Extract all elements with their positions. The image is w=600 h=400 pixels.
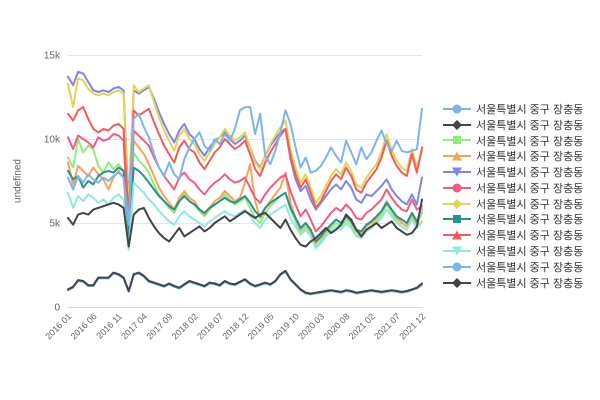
legend-item[interactable]: 서울특별시 중구 장충동 [443, 117, 600, 133]
legend-item[interactable]: 서울특별시 중구 장충동 [443, 164, 600, 180]
triangle-down-marker-icon [443, 246, 471, 256]
legend-item[interactable]: 서울특별시 중구 장충동 [443, 180, 600, 196]
y-tick-label: 5k [49, 219, 61, 230]
series-line-2[interactable] [67, 269, 423, 295]
legend-item[interactable]: 서울특별시 중구 장충동 [443, 275, 600, 291]
legend-item[interactable]: 서울특별시 중구 장충동 [443, 227, 600, 243]
legend-item[interactable]: 서울특별시 중구 장충동 [443, 133, 600, 149]
x-tick-label: 2018 12 [220, 311, 250, 341]
diamond-marker-icon [443, 198, 471, 209]
legend-label: 서울특별시 중구 장충동 [476, 261, 584, 274]
legend-item[interactable]: 서울특별시 중구 장충동 [443, 259, 600, 275]
series-line-10[interactable] [67, 181, 423, 251]
x-tick-label: 2018 07 [195, 311, 225, 341]
legend-item[interactable]: 서울특별시 중구 장충동 [443, 212, 600, 228]
x-tick-label: 2019 10 [271, 311, 301, 341]
x-tick-label: 2021 02 [347, 311, 377, 341]
circle-marker-icon [443, 104, 471, 114]
triangle-marker-icon [443, 230, 471, 240]
legend-item[interactable]: 서울특별시 중구 장충동 [443, 243, 600, 259]
y-tick-label: 15k [44, 51, 61, 62]
x-tick-label: 2016 11 [94, 311, 124, 341]
y-tick-label: 0 [54, 303, 60, 314]
legend-label: 서울특별시 중구 장충동 [476, 214, 584, 227]
legend: 서울특별시 중구 장충동 서울특별시 중구 장충동 서울특별시 중구 장충동 서울특별… [443, 101, 600, 291]
y-axis-title: undefined [12, 159, 24, 203]
triangle-down-marker-icon [443, 167, 471, 177]
legend-label: 서울특별시 중구 장충동 [476, 103, 584, 116]
x-tick-label: 2017 09 [144, 311, 174, 341]
series-line-7[interactable] [67, 77, 423, 213]
x-tick-label: 2016 01 [43, 311, 73, 341]
series-line-9[interactable] [67, 106, 423, 221]
x-tick-label: 2017 04 [119, 311, 149, 341]
x-tick-label: 2019 05 [246, 311, 276, 341]
y-tick-label: 10k [44, 135, 61, 146]
x-tick-label: 2021 07 [372, 311, 402, 341]
legend-label: 서울특별시 중구 장충동 [476, 277, 584, 290]
legend-label: 서울특별시 중구 장충동 [476, 198, 584, 211]
legend-label: 서울특별시 중구 장충동 [476, 246, 584, 259]
square-marker-icon [443, 215, 471, 224]
x-tick-label: 2020 03 [296, 311, 326, 341]
x-tick-label: 2021 12 [397, 311, 427, 341]
series-line-12[interactable] [67, 198, 423, 248]
triangle-marker-icon [443, 151, 471, 161]
legend-item[interactable]: 서울특별시 중구 장충동 [443, 101, 600, 117]
diamond-marker-icon [443, 119, 471, 130]
legend-label: 서울특별시 중구 장충동 [476, 167, 584, 180]
legend-label: 서울특별시 중구 장충동 [476, 182, 584, 195]
legend-item[interactable]: 서울특별시 중구 장충동 [443, 148, 600, 164]
x-tick-label: 2020 08 [321, 311, 351, 341]
legend-label: 서울특별시 중구 장충동 [476, 119, 584, 132]
legend-label: 서울특별시 중구 장충동 [476, 151, 584, 164]
circle-marker-icon [443, 183, 471, 193]
series-line-11[interactable] [67, 106, 423, 226]
legend-label: 서울특별시 중구 장충동 [476, 230, 584, 243]
legend-label: 서울특별시 중구 장충동 [476, 135, 584, 148]
x-tick-label: 2018 02 [170, 311, 200, 341]
square-marker-icon [443, 136, 471, 145]
circle-marker-icon [443, 262, 471, 272]
x-tick-label: 2016 06 [69, 311, 99, 341]
diamond-marker-icon [443, 277, 471, 288]
legend-item[interactable]: 서울특별시 중구 장충동 [443, 196, 600, 212]
